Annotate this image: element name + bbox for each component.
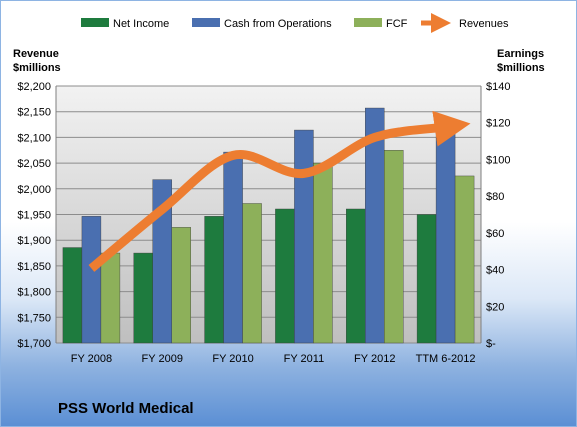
- x-tick-label: FY 2011: [284, 353, 325, 365]
- bar-net-income: [133, 252, 153, 344]
- bar-net-income: [346, 208, 366, 344]
- legend-label-revenues: Revenues: [459, 18, 509, 30]
- left-tick-label: $1,850: [17, 261, 51, 273]
- right-tick-label: $140: [486, 81, 510, 93]
- left-tick-label: $1,800: [17, 287, 51, 299]
- x-tick-label: FY 2012: [354, 353, 395, 365]
- bar-fcf: [454, 175, 475, 344]
- left-tick-label: $1,950: [17, 210, 51, 222]
- right-tick-label: $80: [486, 191, 504, 203]
- x-tick-label: FY 2008: [71, 353, 112, 365]
- bar-cash-from-operations: [223, 151, 243, 344]
- left-axis-title-line1: Revenue: [13, 48, 59, 60]
- x-axis: FY 2008 FY 2009 FY 2010 FY 2011 FY 2012 TTM 6…: [71, 353, 476, 365]
- legend-label-fcf: FCF: [386, 18, 408, 30]
- right-axis-title-line1: Earnings: [497, 48, 544, 60]
- left-tick-label: $2,000: [17, 184, 51, 196]
- bar-cash-from-operations: [435, 129, 456, 344]
- company-name: PSS World Medical: [58, 400, 194, 417]
- left-axis: $1,700 $1,750 $1,800 $1,850 $1,900 $1,950 $2,0…: [17, 81, 51, 350]
- legend-label-cash-from-operations: Cash from Operations: [224, 18, 332, 30]
- legend: Net Income Cash from Operations FCF Reve…: [81, 13, 509, 33]
- x-tick-label: FY 2009: [142, 353, 183, 365]
- bar-net-income: [416, 214, 437, 344]
- right-axis-title-line2: $millions: [497, 62, 545, 74]
- gridlines: [55, 85, 482, 344]
- legend-label-net-income: Net Income: [113, 18, 169, 30]
- revenue-line: [88, 110, 471, 272]
- legend-swatch-fcf: [354, 18, 382, 27]
- right-axis: $- $20 $40 $60 $80 $100 $120 $140: [486, 81, 510, 350]
- left-tick-label: $2,200: [17, 81, 51, 93]
- left-tick-label: $2,100: [17, 132, 51, 144]
- bar-cash-from-operations: [294, 129, 314, 344]
- x-tick-label: TTM 6-2012: [416, 353, 476, 365]
- left-axis-title-line2: $millions: [13, 62, 61, 74]
- right-tick-label: $40: [486, 265, 504, 277]
- right-tick-label: $60: [486, 228, 504, 240]
- right-tick-label: $-: [486, 338, 496, 350]
- right-tick-label: $20: [486, 301, 504, 313]
- bar-fcf: [171, 227, 191, 344]
- bar-fcf: [384, 150, 404, 344]
- right-tick-label: $100: [486, 154, 510, 166]
- legend-swatch-cash-from-operations: [192, 18, 220, 27]
- bar-fcf: [242, 203, 262, 344]
- bar-fcf: [100, 252, 121, 344]
- bar-net-income: [62, 247, 83, 344]
- bar-net-income: [204, 216, 224, 344]
- left-tick-label: $1,750: [17, 312, 51, 324]
- left-tick-label: $1,900: [17, 235, 51, 247]
- bar-fcf: [313, 162, 333, 344]
- left-tick-label: $2,050: [17, 158, 51, 170]
- left-tick-label: $1,700: [17, 338, 51, 350]
- left-tick-label: $2,150: [17, 107, 51, 119]
- legend-swatch-net-income: [81, 18, 109, 27]
- x-tick-label: FY 2010: [212, 353, 253, 365]
- revenue-line-path: [88, 110, 471, 272]
- right-tick-label: $120: [486, 118, 510, 130]
- bar-net-income: [275, 208, 295, 344]
- bar-cash-from-operations: [81, 216, 102, 344]
- bars: [62, 107, 475, 344]
